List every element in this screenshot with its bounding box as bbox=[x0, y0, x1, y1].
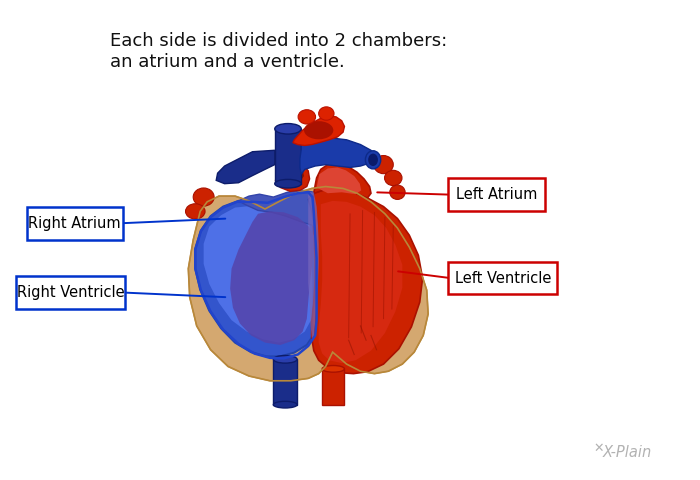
Polygon shape bbox=[204, 197, 312, 343]
Ellipse shape bbox=[322, 365, 344, 372]
Ellipse shape bbox=[275, 180, 301, 188]
Ellipse shape bbox=[365, 151, 381, 169]
Polygon shape bbox=[216, 150, 275, 184]
Polygon shape bbox=[316, 168, 361, 194]
Ellipse shape bbox=[390, 185, 405, 199]
Ellipse shape bbox=[368, 154, 378, 166]
Ellipse shape bbox=[304, 121, 333, 139]
Ellipse shape bbox=[275, 123, 301, 134]
Text: Right Ventricle: Right Ventricle bbox=[17, 285, 125, 300]
Bar bbox=[275, 129, 301, 184]
Bar bbox=[322, 369, 344, 405]
Ellipse shape bbox=[384, 170, 402, 186]
Text: Left Ventricle: Left Ventricle bbox=[454, 271, 551, 286]
Ellipse shape bbox=[374, 156, 393, 174]
Polygon shape bbox=[312, 190, 423, 373]
FancyBboxPatch shape bbox=[16, 276, 125, 309]
Bar bbox=[274, 360, 297, 405]
Ellipse shape bbox=[193, 188, 214, 206]
Ellipse shape bbox=[298, 110, 316, 124]
Polygon shape bbox=[308, 192, 318, 338]
Polygon shape bbox=[293, 116, 344, 145]
Ellipse shape bbox=[274, 401, 297, 408]
FancyBboxPatch shape bbox=[448, 262, 557, 294]
Polygon shape bbox=[280, 164, 304, 184]
Polygon shape bbox=[195, 192, 315, 357]
Polygon shape bbox=[276, 161, 309, 192]
Ellipse shape bbox=[274, 356, 297, 363]
Polygon shape bbox=[239, 190, 314, 226]
Text: Left Atrium: Left Atrium bbox=[456, 187, 537, 202]
Text: ✕: ✕ bbox=[594, 442, 604, 455]
Text: Each side is divided into 2 chambers:
an atrium and a ventricle.: Each side is divided into 2 chambers: an… bbox=[109, 33, 447, 71]
Ellipse shape bbox=[186, 204, 205, 219]
Polygon shape bbox=[188, 187, 428, 381]
Polygon shape bbox=[230, 211, 314, 345]
Polygon shape bbox=[318, 201, 402, 363]
FancyBboxPatch shape bbox=[448, 179, 545, 211]
Ellipse shape bbox=[318, 107, 334, 120]
Text: X-Plain: X-Plain bbox=[602, 445, 652, 460]
Polygon shape bbox=[300, 138, 374, 174]
Polygon shape bbox=[314, 164, 371, 198]
FancyBboxPatch shape bbox=[27, 207, 122, 240]
Text: Right Atrium: Right Atrium bbox=[29, 216, 121, 231]
